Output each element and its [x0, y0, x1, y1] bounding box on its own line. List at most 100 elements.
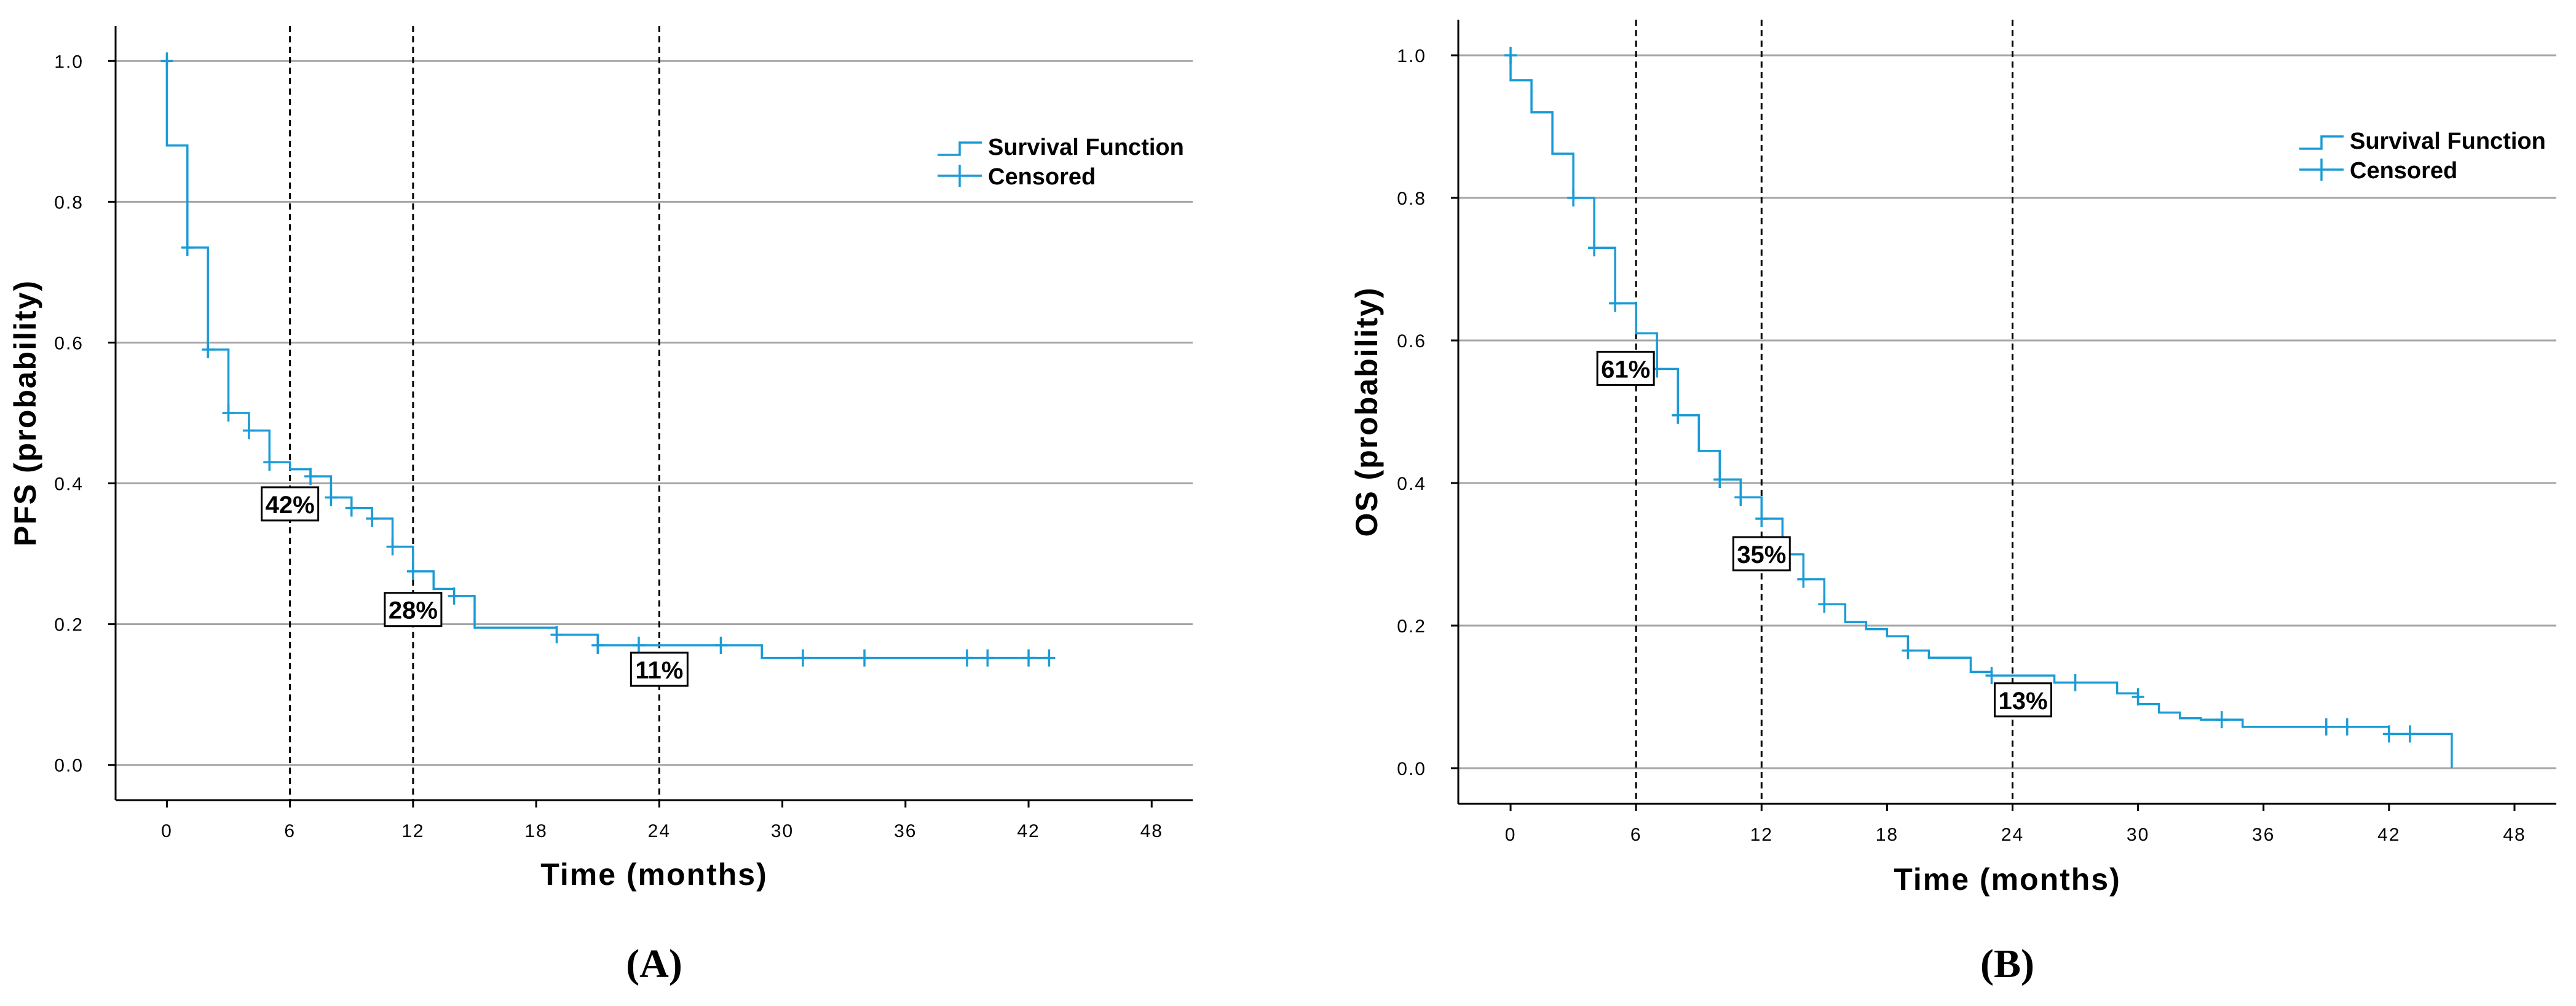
- censored-marker: [1609, 294, 1622, 312]
- censored-marker: [1797, 570, 1810, 588]
- legend-censored-label: Censored: [2350, 158, 2457, 184]
- annotation-28pct: 28%: [384, 592, 443, 627]
- x-tick-label: 6: [1630, 825, 1642, 845]
- censored-marker: [325, 489, 338, 506]
- x-axis-title: Time (months): [1894, 862, 2121, 897]
- x-tick-label: 30: [2127, 825, 2149, 845]
- x-tick-label: 42: [1017, 821, 1040, 841]
- censored-marker: [181, 238, 194, 256]
- legend-survival-icon: [938, 141, 982, 156]
- y-axis-title: OS (probability): [1349, 287, 1384, 537]
- legend: Survival Function Censored: [2299, 128, 2546, 184]
- y-axis-title: PFS (probability): [8, 280, 42, 546]
- y-tick-label: 0.4: [1397, 474, 1426, 494]
- annotation-box: [1732, 536, 1791, 572]
- y-tick-label: 0.2: [54, 615, 84, 635]
- legend-survival-label: Survival Function: [2350, 128, 2546, 154]
- censored-marker: [1672, 406, 1685, 424]
- annotation-label: 28%: [389, 597, 438, 624]
- y-tick-label: 1.0: [54, 52, 84, 72]
- annotation-label: 35%: [1737, 541, 1786, 568]
- y-tick-label: 0.8: [1397, 189, 1426, 209]
- x-tick-label: 0: [161, 821, 173, 841]
- annotation-box: [1994, 682, 2053, 718]
- x-tick-label: 24: [648, 821, 671, 841]
- censored-marker: [550, 626, 563, 643]
- censored-marker: [448, 587, 460, 605]
- censored-marker: [591, 637, 604, 654]
- annotation-label: 42%: [266, 492, 315, 519]
- x-tick-label: 18: [1876, 825, 1898, 845]
- x-tick-label: 42: [2377, 825, 2400, 845]
- censored-marker: [263, 454, 276, 471]
- x-tick-label: 48: [2503, 825, 2526, 845]
- censored-marker: [960, 649, 973, 667]
- panel-label: (A): [626, 941, 682, 986]
- annotation-label: 61%: [1601, 356, 1650, 383]
- legend-survival-icon: [2299, 135, 2344, 150]
- annotation-61pct: 61%: [1596, 350, 1655, 386]
- annotation-box: [261, 486, 320, 522]
- censored-marker: [304, 468, 317, 485]
- y-tick-label: 0.2: [1397, 616, 1426, 637]
- annotation-label: 13%: [1998, 688, 2047, 715]
- annotation-box: [630, 651, 689, 687]
- x-tick-label: 30: [771, 821, 794, 841]
- y-tick-label: 0.4: [54, 474, 84, 495]
- x-tick-label: 12: [401, 821, 424, 841]
- annotation-13pct: 13%: [1994, 682, 2053, 718]
- censored-marker: [406, 562, 419, 580]
- survival-curve: [165, 61, 1049, 659]
- annotation-11pct: 11%: [630, 651, 689, 687]
- legend: Survival Function Censored: [938, 135, 1184, 190]
- survival-curve: [1509, 55, 2453, 768]
- censored-marker: [796, 649, 809, 667]
- censored-marker: [1985, 667, 1998, 685]
- x-axis-title: Time (months): [540, 857, 768, 892]
- censored-marker: [1567, 189, 1580, 206]
- censored-marker: [2215, 711, 2228, 729]
- y-tick-label: 0.6: [54, 333, 84, 353]
- annotation-42pct: 42%: [261, 486, 320, 522]
- censored-marker: [1902, 642, 1914, 659]
- y-tick-label: 0.6: [1397, 331, 1426, 352]
- censored-marker: [981, 649, 994, 667]
- x-tick-label: 0: [1505, 825, 1517, 845]
- censored-marker: [1734, 489, 1747, 506]
- censored-marker: [1022, 649, 1035, 667]
- censored-marker: [858, 649, 871, 667]
- censored-marker: [366, 509, 379, 527]
- annotation-label: 11%: [635, 657, 683, 684]
- censored-marker: [1588, 239, 1601, 257]
- annotation-box: [384, 592, 443, 627]
- censored-marker: [345, 499, 358, 517]
- annotation-box: [1596, 350, 1655, 386]
- x-tick-label: 6: [284, 821, 296, 841]
- annotation-35pct: 35%: [1732, 536, 1791, 572]
- censored-marker: [2382, 725, 2395, 743]
- censored-marker: [1713, 471, 1726, 489]
- censored-marker: [1755, 510, 1768, 527]
- legend-survival-label: Survival Function: [988, 135, 1184, 160]
- y-tick-label: 0.0: [54, 756, 84, 776]
- x-tick-label: 36: [2252, 825, 2275, 845]
- x-tick-label: 48: [1140, 821, 1163, 841]
- censored-marker: [2132, 688, 2144, 705]
- x-tick-label: 36: [894, 821, 917, 841]
- censored-marker: [2320, 718, 2333, 736]
- y-tick-label: 0.8: [54, 192, 84, 213]
- y-tick-label: 1.0: [1397, 46, 1426, 66]
- x-tick-label: 24: [2001, 825, 2024, 845]
- x-tick-label: 12: [1750, 825, 1773, 845]
- censored-marker: [386, 538, 399, 556]
- censored-marker: [2069, 674, 2082, 691]
- chart-panel-b: 0.0 0.2 0.4 0.6 0.8 1.0 0 6 12 18 24 30 36 42 48 61% 35%…: [1349, 20, 2556, 986]
- censored-marker: [242, 422, 255, 439]
- censored-marker: [202, 340, 215, 358]
- censored-marker: [222, 404, 235, 422]
- censored-marker: [1043, 649, 1056, 667]
- x-tick-label: 18: [524, 821, 547, 841]
- censored-marker: [714, 637, 727, 654]
- censored-marker: [1504, 47, 1517, 64]
